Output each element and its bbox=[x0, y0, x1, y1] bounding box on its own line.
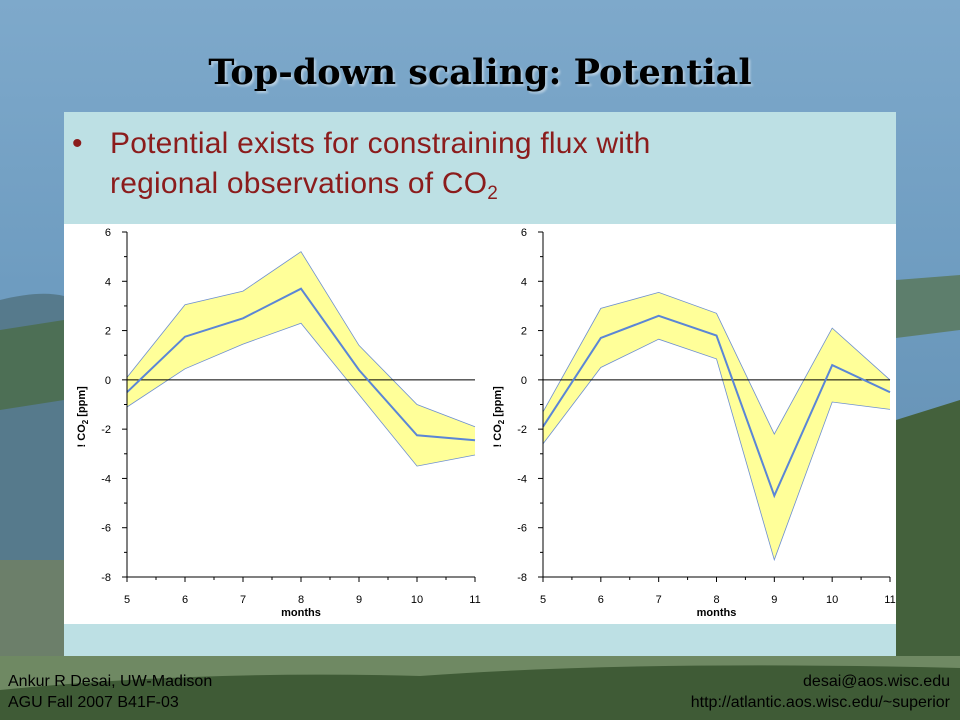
mean-line bbox=[542, 314, 891, 499]
y-axis-label: ! CO2 [ppm] bbox=[76, 386, 90, 448]
x-tick-label: 7 bbox=[656, 594, 662, 606]
upper-bound-line bbox=[542, 291, 891, 435]
bullet-marker: • bbox=[72, 127, 83, 160]
lower-bound-line bbox=[542, 338, 891, 562]
footer-right: desai@aos.wisc.edu http://atlantic.aos.w… bbox=[691, 671, 950, 713]
x-tick-label: 10 bbox=[411, 594, 423, 606]
lower-bound-line bbox=[126, 322, 476, 467]
x-tick-label: 6 bbox=[598, 594, 604, 606]
upper-bound-line bbox=[126, 251, 476, 428]
y-tick-label: -2 bbox=[101, 424, 111, 436]
author-affiliation: Ankur R Desai, UW-Madison bbox=[8, 673, 213, 690]
y-tick-label: 0 bbox=[105, 375, 111, 387]
y-label-main: CO bbox=[76, 424, 88, 441]
confidence-band bbox=[127, 251, 475, 467]
x-axis-label: months bbox=[697, 607, 737, 619]
x-tick-label: 10 bbox=[826, 594, 838, 606]
y-tick-label: -6 bbox=[101, 523, 111, 535]
x-tick-label: 9 bbox=[771, 594, 777, 606]
x-tick-label: 6 bbox=[182, 594, 188, 606]
mean-line bbox=[126, 287, 476, 442]
y-tick-label: 0 bbox=[521, 375, 527, 387]
y-tick-label: -4 bbox=[101, 473, 111, 485]
y-label-prefix: ! bbox=[76, 441, 88, 448]
y-label-unit: [ppm] bbox=[76, 386, 88, 420]
y-tick-label: -8 bbox=[517, 572, 527, 584]
y-tick-label: 6 bbox=[105, 227, 111, 239]
y-tick-label: 2 bbox=[521, 326, 527, 338]
x-tick-label: 9 bbox=[356, 594, 362, 606]
bullet-line-2: regional observations of CO bbox=[110, 167, 488, 200]
y-label-main: CO bbox=[492, 424, 504, 441]
x-tick-label: 7 bbox=[240, 594, 246, 606]
footer-left: Ankur R Desai, UW-Madison AGU Fall 2007 … bbox=[8, 671, 212, 713]
y-label-sub: 2 bbox=[497, 419, 506, 424]
y-axis-label: ! CO2 [ppm] bbox=[492, 386, 506, 448]
x-axis-label: months bbox=[281, 607, 321, 619]
x-tick-label: 5 bbox=[124, 594, 130, 606]
y-tick-label: -8 bbox=[101, 572, 111, 584]
y-tick-label: -2 bbox=[517, 424, 527, 436]
y-tick-label: -4 bbox=[517, 473, 527, 485]
bullet-line-1: Potential exists for constraining flux w… bbox=[110, 127, 651, 160]
y-tick-label: 4 bbox=[521, 276, 527, 288]
conference-id: AGU Fall 2007 B41F-03 bbox=[8, 694, 179, 711]
y-label-sub: 2 bbox=[81, 419, 90, 424]
x-tick-label: 8 bbox=[298, 594, 304, 606]
slide-title: Top-down scaling: Potential bbox=[208, 52, 752, 93]
y-tick-label: 6 bbox=[521, 227, 527, 239]
author-email: desai@aos.wisc.edu bbox=[803, 673, 950, 690]
x-tick-label: 11 bbox=[469, 594, 480, 606]
x-tick-label: 8 bbox=[713, 594, 719, 606]
y-label-unit: [ppm] bbox=[492, 386, 504, 420]
x-tick-label: 11 bbox=[884, 594, 895, 606]
x-tick-label: 5 bbox=[540, 594, 546, 606]
bullet-subscript: 2 bbox=[487, 183, 499, 204]
y-tick-label: 4 bbox=[105, 276, 111, 288]
y-label-prefix: ! bbox=[492, 441, 504, 448]
bullet-text: Potential exists for constraining flux w… bbox=[110, 124, 870, 214]
y-tick-label: 2 bbox=[105, 326, 111, 338]
confidence-band bbox=[543, 292, 890, 560]
project-url: http://atlantic.aos.wisc.edu/~superior bbox=[690, 694, 950, 711]
y-tick-label: -6 bbox=[517, 523, 527, 535]
